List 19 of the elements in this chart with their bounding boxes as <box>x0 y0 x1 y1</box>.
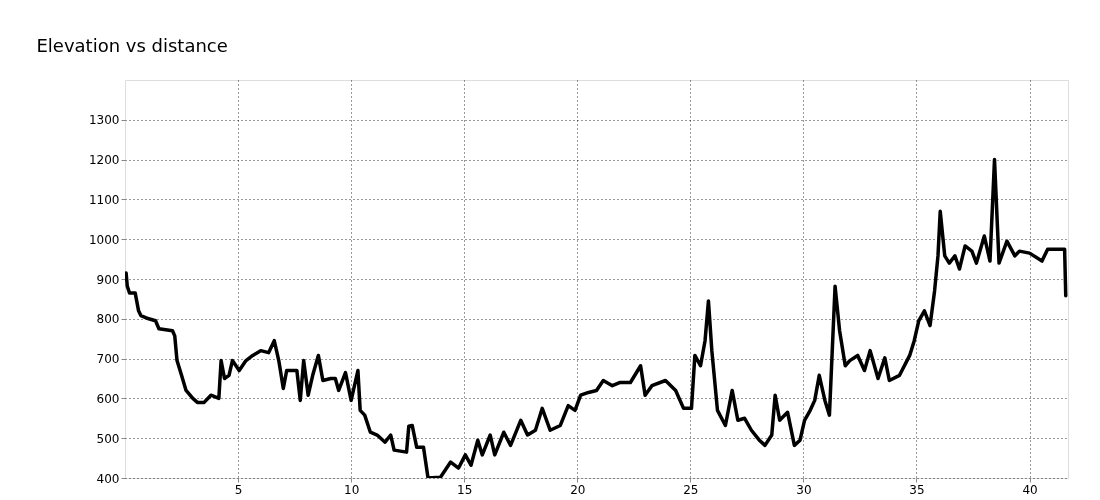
x-tick-label: 15 <box>457 482 473 497</box>
y-tick-label: 1100 <box>88 192 120 207</box>
y-tick-label: 700 <box>96 352 120 367</box>
x-tick-label: 5 <box>234 482 243 497</box>
y-tick-label: 500 <box>96 431 120 446</box>
x-tick-label: 10 <box>344 482 360 497</box>
x-tick-label: 35 <box>909 482 925 497</box>
y-tick-label: 400 <box>96 471 120 486</box>
x-tick-label: 30 <box>796 482 812 497</box>
y-tick-label: 1200 <box>88 153 120 168</box>
x-tick-label: 40 <box>1022 482 1038 497</box>
x-tick-label: 20 <box>570 482 586 497</box>
y-tick-label: 800 <box>96 312 120 327</box>
y-tick-label: 1300 <box>88 113 120 128</box>
x-tick-label: 25 <box>683 482 699 497</box>
chart-title: Elevation vs distance <box>36 35 228 56</box>
y-tick-label: 900 <box>96 272 120 287</box>
y-tick-label: 1000 <box>88 232 120 247</box>
y-tick-label: 600 <box>96 391 120 406</box>
